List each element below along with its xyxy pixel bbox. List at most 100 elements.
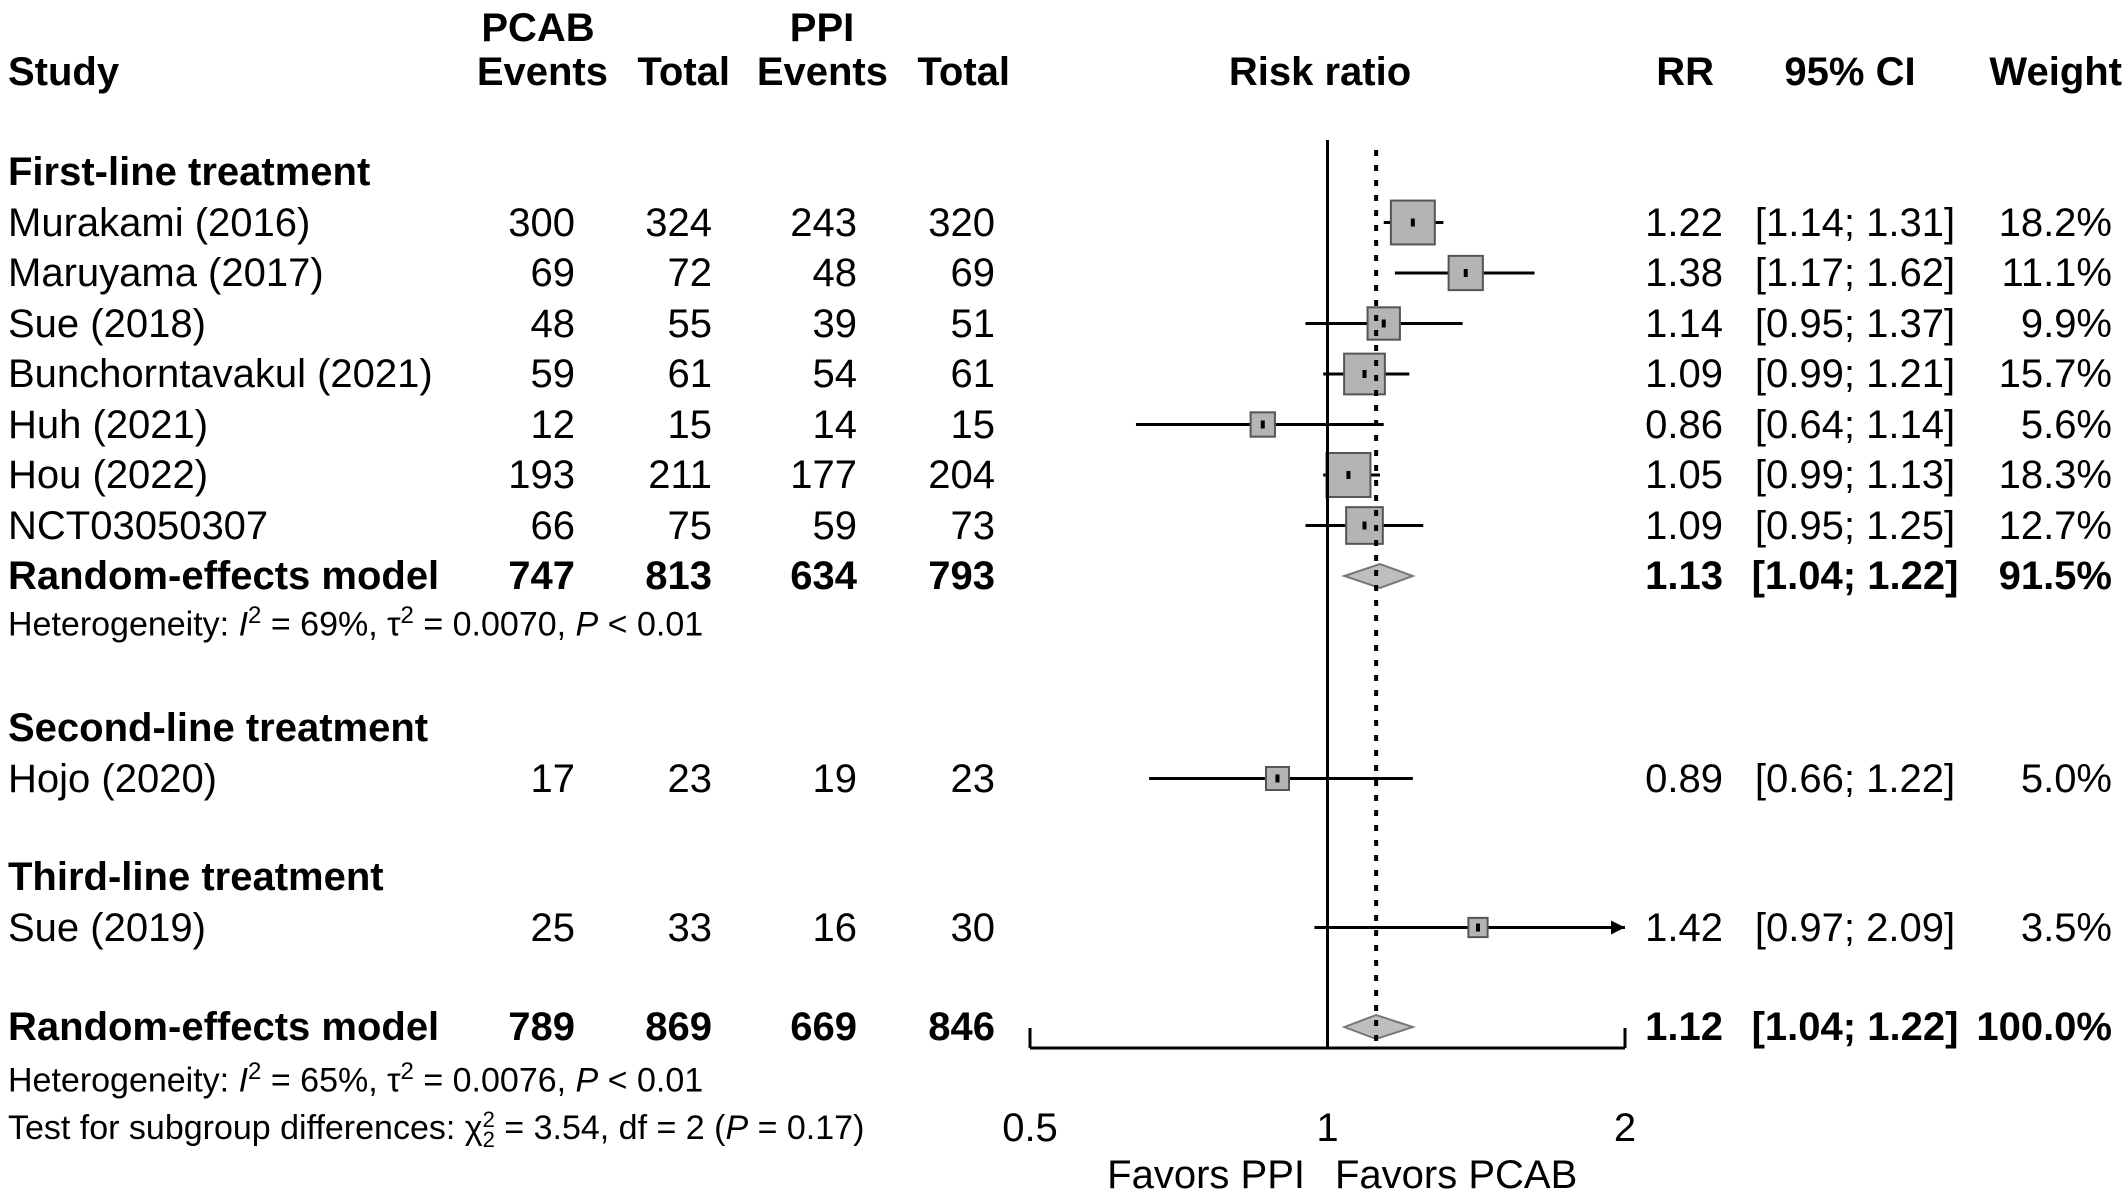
favors-left-label: Favors PPI (1107, 1153, 1305, 1197)
pcab-events: 17 (530, 756, 576, 801)
ci-value: [0.97; 2.09] (1754, 905, 1956, 950)
favors-right-label: Favors PCAB (1335, 1153, 1578, 1197)
summary-diamond (1341, 1013, 1417, 1041)
weight-value: 18.3% (1998, 453, 2112, 497)
model-pcab-events: 789 (508, 1005, 575, 1049)
model-ppi-total: 846 (928, 1005, 995, 1049)
study-name: Huh (2021) (8, 402, 209, 447)
model-ci: [1.04; 1.22] (1751, 1005, 1959, 1049)
study-name: NCT03050307 (8, 503, 269, 548)
ppi-events: 243 (790, 200, 857, 245)
rr-value: 1.42 (1645, 905, 1723, 950)
study-box (1325, 452, 1372, 498)
study-name: Maruyama (2017) (8, 251, 324, 295)
rr-value: 0.89 (1645, 756, 1723, 801)
pcab-events: 300 (508, 200, 575, 245)
study-box (1249, 411, 1276, 438)
subgroup-title: Third-line treatment (8, 855, 384, 899)
model-label: Random-effects model (8, 1005, 440, 1049)
pcab-events: 25 (530, 905, 576, 950)
study-name: Hojo (2020) (8, 756, 218, 801)
ci-arrow (1611, 920, 1625, 935)
ppi-total: 61 (950, 352, 996, 396)
ppi-events: 19 (812, 756, 858, 801)
model-ci: [1.04; 1.22] (1751, 554, 1959, 598)
subgroup-title: First-line treatment (8, 150, 371, 194)
pcab-total: 23 (667, 756, 713, 801)
ppi-events: 59 (812, 503, 858, 548)
pcab-total: 324 (645, 200, 712, 245)
study-name: Murakami (2016) (8, 200, 311, 245)
model-pcab-total: 813 (645, 554, 712, 598)
ci-value: [0.95; 1.25] (1754, 503, 1956, 548)
weight-value: 5.0% (2020, 756, 2112, 801)
ppi-total: 204 (928, 453, 995, 497)
header-pcab: PCAB (481, 6, 595, 50)
ppi-total: 30 (950, 905, 996, 950)
model-ppi-events: 634 (790, 554, 857, 598)
pcab-events: 12 (530, 402, 576, 447)
model-pcab-total: 869 (645, 1005, 712, 1049)
ppi-total: 69 (950, 251, 996, 295)
weight-value: 18.2% (1998, 200, 2112, 245)
weight-value: 11.1% (2001, 251, 2112, 295)
rr-value: 1.38 (1645, 251, 1723, 295)
x-tick-label: 1 (1316, 1106, 1339, 1150)
ci-value: [0.66; 1.22] (1754, 756, 1956, 801)
heterogeneity-overall: Heterogeneity: I2 = 65%, τ2 = 0.0076, P … (8, 1058, 704, 1100)
weight-value: 5.6% (2020, 402, 2112, 447)
pcab-events: 193 (508, 453, 575, 497)
model-label: Random-effects model (8, 554, 440, 598)
ppi-total: 320 (928, 200, 995, 245)
ppi-total: 73 (950, 503, 996, 548)
weight-value: 3.5% (2020, 905, 2112, 950)
x-tick-label: 0.5 (1002, 1106, 1058, 1150)
weight-value: 15.7% (1998, 352, 2112, 396)
rr-value: 1.22 (1645, 200, 1723, 245)
rr-value: 1.14 (1645, 301, 1723, 346)
subgroup-test: Test for subgroup differences: χ2 2 = 3.5… (8, 1107, 865, 1152)
summary-diamond (1341, 562, 1416, 590)
model-weight: 100.0% (1976, 1005, 2112, 1049)
weight-value: 12.7% (1998, 503, 2112, 548)
header-risk-ratio: Risk ratio (1228, 50, 1412, 94)
ci-value: [0.99; 1.13] (1754, 453, 1956, 497)
header-study: Study (8, 50, 120, 94)
heterogeneity-subgroup-1: Heterogeneity: I2 = 69%, τ2 = 0.0070, P … (8, 602, 704, 644)
model-rr: 1.12 (1645, 1005, 1723, 1049)
ppi-events: 54 (812, 352, 858, 396)
header-pcab-total: Total (637, 50, 730, 94)
header-weight: Weight (1989, 50, 2122, 94)
model-rr: 1.13 (1645, 554, 1723, 598)
study-name: Sue (2019) (8, 905, 206, 950)
model-ppi-total: 793 (928, 554, 995, 598)
ppi-events: 48 (812, 251, 858, 295)
header-rr: RR (1656, 50, 1714, 94)
study-name: Bunchorntavakul (2021) (8, 352, 433, 396)
header-ppi-total: Total (917, 50, 1010, 94)
model-ppi-events: 669 (790, 1005, 857, 1049)
rr-value: 0.86 (1645, 402, 1723, 447)
pcab-events: 59 (530, 352, 576, 396)
pcab-total: 33 (667, 905, 713, 950)
model-weight: 91.5% (1998, 554, 2112, 598)
header-ppi-events: Events (756, 50, 888, 94)
pcab-events: 69 (530, 251, 576, 295)
pcab-total: 55 (667, 301, 713, 346)
x-tick-label: 2 (1613, 1106, 1637, 1150)
ppi-events: 39 (812, 301, 858, 346)
pcab-total: 72 (667, 251, 713, 295)
rr-value: 1.05 (1645, 453, 1723, 497)
header-ppi: PPI (789, 6, 855, 50)
header-pcab-events: Events (476, 50, 608, 94)
ci-value: [1.14; 1.31] (1754, 200, 1956, 245)
pcab-total: 211 (648, 453, 712, 497)
pcab-events: 66 (530, 503, 576, 548)
header-ci: 95% CI (1784, 50, 1916, 94)
rr-value: 1.09 (1645, 352, 1723, 396)
pcab-total: 75 (667, 503, 713, 548)
pcab-events: 48 (530, 301, 576, 346)
model-pcab-events: 747 (508, 554, 575, 598)
ppi-events: 14 (812, 402, 858, 447)
